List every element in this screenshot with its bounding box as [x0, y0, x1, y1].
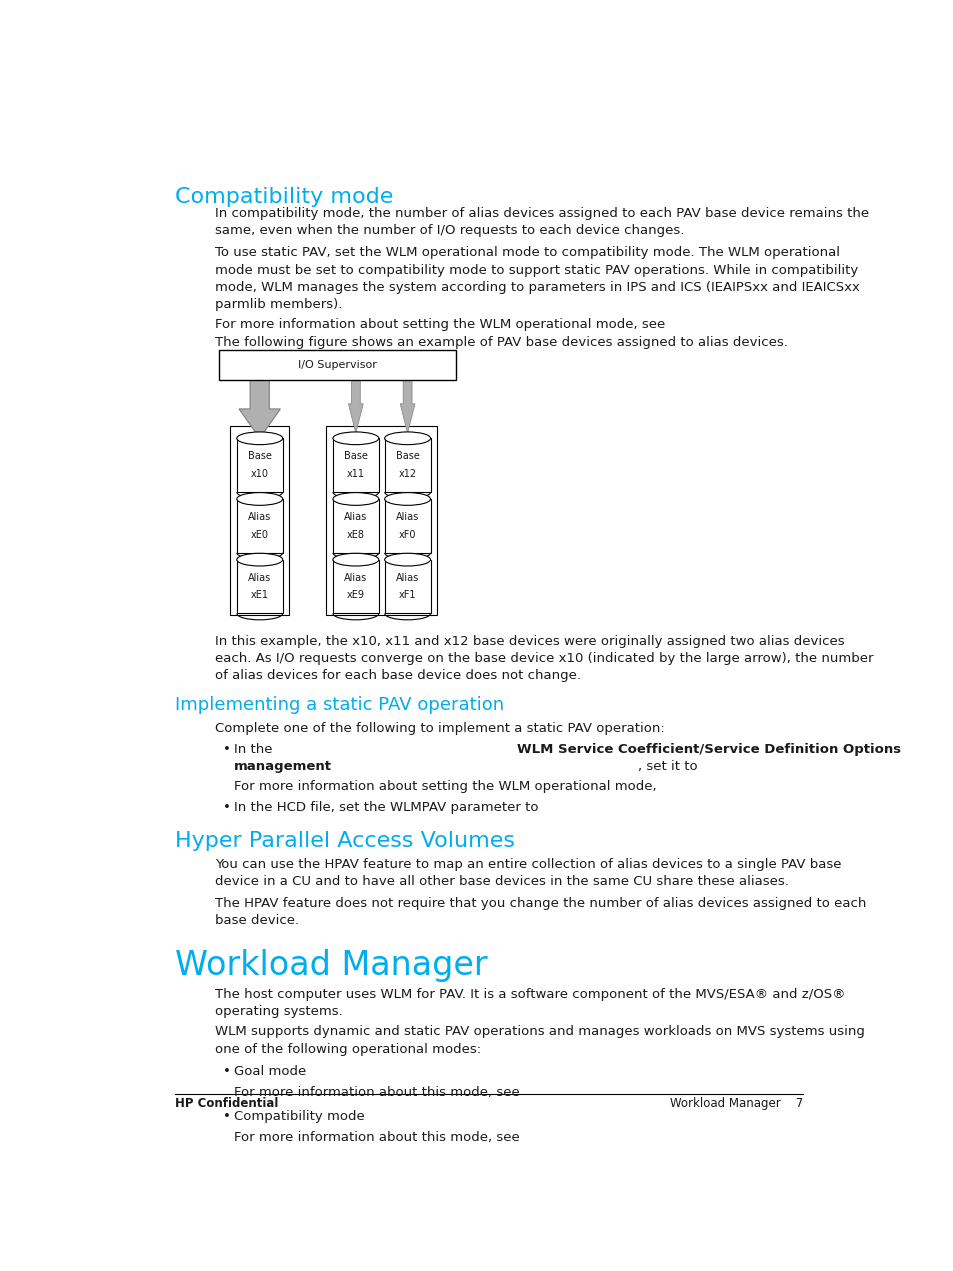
- Text: Alias: Alias: [344, 512, 367, 522]
- Bar: [384, 500, 430, 553]
- Text: same, even when the number of I/O requests to each device changes.: same, even when the number of I/O reques…: [215, 225, 684, 238]
- Text: HP Confidential: HP Confidential: [174, 1097, 277, 1110]
- Ellipse shape: [384, 553, 430, 566]
- Text: xE8: xE8: [347, 530, 364, 540]
- Text: operating systems.: operating systems.: [215, 1005, 343, 1018]
- Text: The following figure shows an example of PAV base devices assigned to alias devi: The following figure shows an example of…: [215, 336, 787, 348]
- Text: Alias: Alias: [248, 512, 271, 522]
- Bar: [326, 426, 436, 615]
- Text: •: •: [222, 1065, 231, 1078]
- Text: •: •: [222, 802, 231, 815]
- Ellipse shape: [333, 432, 378, 445]
- Ellipse shape: [384, 432, 430, 445]
- Text: management: management: [233, 760, 332, 773]
- Text: I/O Supervisor: I/O Supervisor: [297, 360, 376, 370]
- Text: For more information about setting the WLM operational mode, see: For more information about setting the W…: [215, 318, 669, 330]
- Text: The host computer uses WLM for PAV. It is a software component of the MVS/ESA® a: The host computer uses WLM for PAV. It i…: [215, 989, 845, 1002]
- Text: WLM supports dynamic and static PAV operations and manages workloads on MVS syst: WLM supports dynamic and static PAV oper…: [215, 1026, 864, 1038]
- Bar: [236, 438, 282, 492]
- Bar: [384, 438, 430, 492]
- Text: Alias: Alias: [248, 573, 271, 582]
- Text: xE9: xE9: [347, 590, 364, 600]
- Text: •: •: [222, 1110, 231, 1122]
- Bar: [219, 351, 456, 380]
- Text: xF1: xF1: [398, 590, 416, 600]
- Text: Alias: Alias: [344, 573, 367, 582]
- Text: In compatibility mode, the number of alias devices assigned to each PAV base dev: In compatibility mode, the number of ali…: [215, 207, 868, 220]
- Text: Base: Base: [395, 451, 419, 461]
- Text: Compatibility mode: Compatibility mode: [174, 187, 393, 207]
- Text: xE1: xE1: [251, 590, 269, 600]
- Text: Workload Manager    7: Workload Manager 7: [669, 1097, 802, 1110]
- Bar: [333, 500, 378, 553]
- Polygon shape: [348, 380, 363, 433]
- Bar: [236, 500, 282, 553]
- Text: mode must be set to compatibility mode to support static PAV operations. While i: mode must be set to compatibility mode t…: [215, 263, 858, 277]
- Text: one of the following operational modes:: one of the following operational modes:: [215, 1042, 481, 1056]
- Bar: [230, 426, 289, 615]
- Ellipse shape: [236, 432, 282, 445]
- Text: The HPAV feature does not require that you change the number of alias devices as: The HPAV feature does not require that y…: [215, 897, 866, 910]
- Ellipse shape: [384, 493, 430, 506]
- Polygon shape: [239, 380, 280, 438]
- Text: For more information about this mode, see: For more information about this mode, se…: [233, 1087, 523, 1099]
- Bar: [333, 438, 378, 492]
- Text: Implementing a static PAV operation: Implementing a static PAV operation: [174, 697, 503, 714]
- Text: In this example, the x10, x11 and x12 base devices were originally assigned two : In this example, the x10, x11 and x12 ba…: [215, 636, 844, 648]
- Text: For more information about setting the WLM operational mode,: For more information about setting the W…: [233, 780, 660, 793]
- Bar: [333, 559, 378, 614]
- Text: You can use the HPAV feature to map an entire collection of alias devices to a s: You can use the HPAV feature to map an e…: [215, 858, 841, 871]
- Bar: [236, 559, 282, 614]
- Text: To use static PAV, set the WLM operational mode to compatibility mode. The WLM o: To use static PAV, set the WLM operation…: [215, 247, 840, 259]
- Text: device in a CU and to have all other base devices in the same CU share these ali: device in a CU and to have all other bas…: [215, 876, 788, 888]
- Text: x10: x10: [251, 469, 269, 479]
- Text: base device.: base device.: [215, 914, 299, 928]
- Text: For more information about this mode, see: For more information about this mode, se…: [233, 1131, 523, 1144]
- Text: Goal mode: Goal mode: [233, 1065, 306, 1078]
- Text: Base: Base: [248, 451, 272, 461]
- Text: Base: Base: [343, 451, 368, 461]
- Text: Complete one of the following to implement a static PAV operation:: Complete one of the following to impleme…: [215, 722, 664, 735]
- Ellipse shape: [236, 493, 282, 506]
- Polygon shape: [400, 380, 415, 433]
- Bar: [384, 559, 430, 614]
- Text: xE0: xE0: [251, 530, 269, 540]
- Text: each. As I/O requests converge on the base device x10 (indicated by the large ar: each. As I/O requests converge on the ba…: [215, 652, 873, 665]
- Text: xF0: xF0: [398, 530, 416, 540]
- Text: of alias devices for each base device does not change.: of alias devices for each base device do…: [215, 670, 580, 683]
- Text: In the: In the: [233, 744, 276, 756]
- Ellipse shape: [236, 553, 282, 566]
- Text: •: •: [222, 744, 231, 756]
- Text: Workload Manager: Workload Manager: [174, 949, 487, 982]
- Text: mode, WLM manages the system according to parameters in IPS and ICS (IEAIPSxx an: mode, WLM manages the system according t…: [215, 281, 860, 294]
- Text: , set it to: , set it to: [637, 760, 700, 773]
- Text: Hyper Parallel Access Volumes: Hyper Parallel Access Volumes: [174, 831, 515, 850]
- Text: WLM Service Coefficient/Service Definition Options: WLM Service Coefficient/Service Definiti…: [516, 744, 900, 756]
- Text: In the HCD file, set the WLMPAV parameter to: In the HCD file, set the WLMPAV paramete…: [233, 802, 542, 815]
- Text: Alias: Alias: [395, 573, 418, 582]
- Ellipse shape: [333, 493, 378, 506]
- Text: Alias: Alias: [395, 512, 418, 522]
- Text: x11: x11: [347, 469, 364, 479]
- Text: Compatibility mode: Compatibility mode: [233, 1110, 364, 1122]
- Text: x12: x12: [398, 469, 416, 479]
- Text: parmlib members).: parmlib members).: [215, 297, 342, 311]
- Ellipse shape: [333, 553, 378, 566]
